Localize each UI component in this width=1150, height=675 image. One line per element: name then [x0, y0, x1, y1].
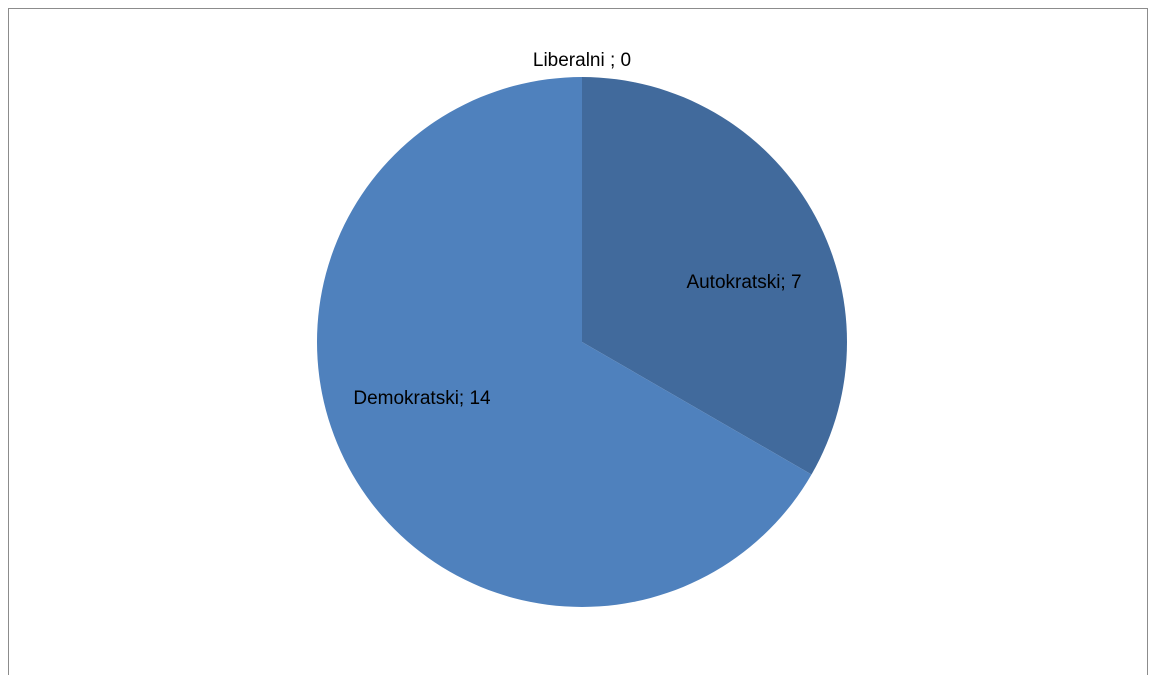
pie-slices [316, 77, 847, 607]
pie-slice-autokratski [582, 77, 847, 475]
pie-slice-demokratski [316, 77, 812, 607]
pie-labels: Liberalni ; 0 Autokratski; 7 Demokratski; … [353, 50, 801, 409]
data-label-liberalni: Liberalni ; 0 [533, 50, 631, 71]
data-label-autokratski: Autokratski; 7 [686, 272, 801, 293]
data-label-demokratski: Demokratski; 14 [353, 388, 491, 409]
